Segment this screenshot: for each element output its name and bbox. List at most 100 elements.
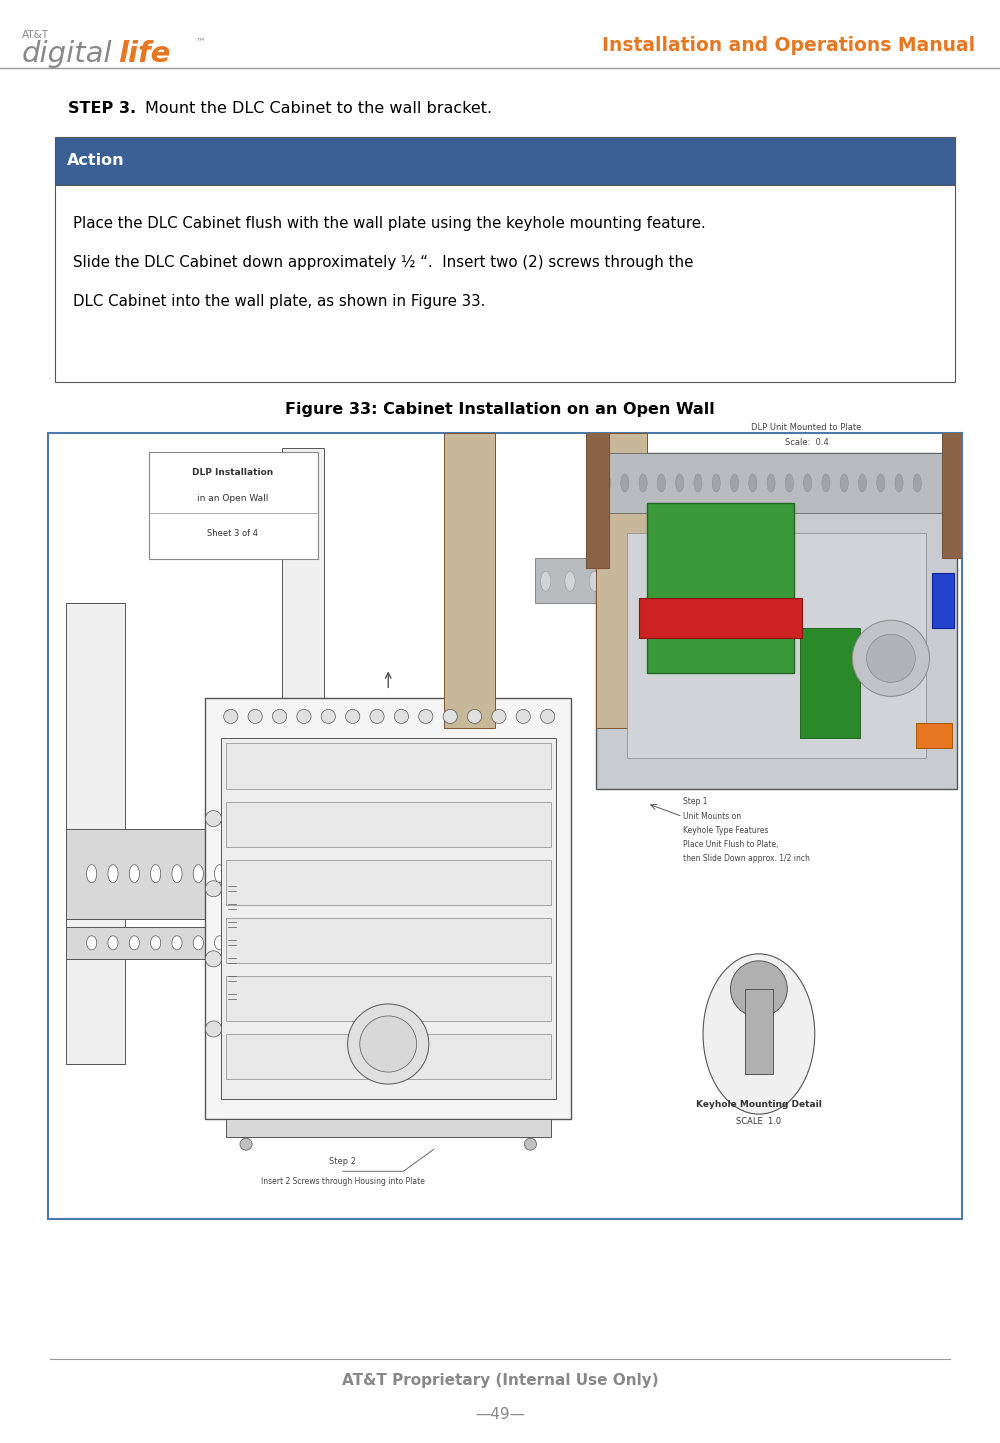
Text: Keyhole Type Features: Keyhole Type Features xyxy=(683,827,768,835)
FancyBboxPatch shape xyxy=(444,447,487,698)
FancyBboxPatch shape xyxy=(48,433,962,1219)
Circle shape xyxy=(524,1139,536,1150)
Ellipse shape xyxy=(87,864,97,883)
FancyBboxPatch shape xyxy=(627,532,926,759)
FancyBboxPatch shape xyxy=(596,433,647,729)
Ellipse shape xyxy=(736,571,746,592)
FancyBboxPatch shape xyxy=(226,801,551,847)
Text: in an Open Wall: in an Open Wall xyxy=(197,494,269,502)
Ellipse shape xyxy=(87,937,97,949)
Circle shape xyxy=(419,710,433,723)
Text: Slide the DLC Cabinet down approximately ½ “.  Insert two (2) screws through the: Slide the DLC Cabinet down approximately… xyxy=(73,255,693,270)
Text: AT&T: AT&T xyxy=(22,30,49,40)
Circle shape xyxy=(492,710,506,723)
Text: Unit Mounts on: Unit Mounts on xyxy=(683,812,741,821)
Text: Place Unit Flush to Plate,: Place Unit Flush to Plate, xyxy=(683,840,778,848)
Ellipse shape xyxy=(877,473,885,492)
FancyBboxPatch shape xyxy=(596,453,957,788)
Ellipse shape xyxy=(621,473,629,492)
Ellipse shape xyxy=(602,473,611,492)
Text: DLC Cabinet into the wall plate, as shown in Figure 33.: DLC Cabinet into the wall plate, as show… xyxy=(73,294,485,309)
Circle shape xyxy=(321,710,335,723)
FancyBboxPatch shape xyxy=(916,723,952,749)
Ellipse shape xyxy=(767,473,775,492)
Ellipse shape xyxy=(858,473,867,492)
FancyBboxPatch shape xyxy=(55,185,955,382)
Ellipse shape xyxy=(785,473,793,492)
Circle shape xyxy=(467,710,482,723)
FancyBboxPatch shape xyxy=(66,603,125,1063)
Ellipse shape xyxy=(657,473,665,492)
Ellipse shape xyxy=(108,937,118,949)
Circle shape xyxy=(370,710,384,723)
Ellipse shape xyxy=(676,473,684,492)
Ellipse shape xyxy=(129,937,139,949)
Ellipse shape xyxy=(639,473,647,492)
Ellipse shape xyxy=(712,473,720,492)
Circle shape xyxy=(443,710,457,723)
Text: STEP 3.: STEP 3. xyxy=(68,101,136,115)
FancyBboxPatch shape xyxy=(647,504,794,674)
FancyBboxPatch shape xyxy=(444,433,495,729)
Ellipse shape xyxy=(151,864,161,883)
Ellipse shape xyxy=(784,571,794,592)
Ellipse shape xyxy=(760,571,770,592)
Circle shape xyxy=(248,710,262,723)
Ellipse shape xyxy=(614,571,624,592)
Ellipse shape xyxy=(840,473,848,492)
Circle shape xyxy=(205,880,222,896)
Circle shape xyxy=(516,710,530,723)
FancyBboxPatch shape xyxy=(800,628,860,739)
Ellipse shape xyxy=(895,473,903,492)
Circle shape xyxy=(348,1004,429,1084)
Ellipse shape xyxy=(913,473,921,492)
Text: Step 2: Step 2 xyxy=(329,1157,356,1166)
Text: Scale:  0.4: Scale: 0.4 xyxy=(785,439,828,447)
Circle shape xyxy=(346,710,360,723)
Circle shape xyxy=(360,1016,417,1072)
FancyBboxPatch shape xyxy=(226,918,551,962)
Ellipse shape xyxy=(565,571,575,592)
Circle shape xyxy=(730,961,787,1017)
Ellipse shape xyxy=(809,571,819,592)
Circle shape xyxy=(224,710,238,723)
FancyBboxPatch shape xyxy=(226,1035,551,1079)
Ellipse shape xyxy=(108,864,118,883)
Text: Mount the DLC Cabinet to the wall bracket.: Mount the DLC Cabinet to the wall bracke… xyxy=(145,101,492,115)
Circle shape xyxy=(541,710,555,723)
Circle shape xyxy=(205,951,222,967)
Text: then Slide Down approx. 1/2 inch: then Slide Down approx. 1/2 inch xyxy=(683,854,810,863)
FancyBboxPatch shape xyxy=(149,453,318,558)
Text: Sheet 3 of 4: Sheet 3 of 4 xyxy=(207,528,258,538)
FancyBboxPatch shape xyxy=(226,743,551,788)
Ellipse shape xyxy=(172,937,182,949)
Text: ™: ™ xyxy=(196,36,206,46)
Ellipse shape xyxy=(236,937,246,949)
FancyBboxPatch shape xyxy=(205,698,571,1120)
Ellipse shape xyxy=(703,954,815,1114)
FancyBboxPatch shape xyxy=(745,988,773,1074)
Text: —49—: —49— xyxy=(475,1407,525,1421)
Ellipse shape xyxy=(589,571,599,592)
Text: Step 1: Step 1 xyxy=(683,797,707,807)
Ellipse shape xyxy=(804,473,812,492)
FancyBboxPatch shape xyxy=(639,599,802,638)
Ellipse shape xyxy=(129,864,139,883)
FancyBboxPatch shape xyxy=(66,926,269,958)
Ellipse shape xyxy=(193,937,203,949)
Ellipse shape xyxy=(662,571,673,592)
FancyBboxPatch shape xyxy=(226,860,551,905)
Text: Figure 33: Cabinet Installation on an Open Wall: Figure 33: Cabinet Installation on an Op… xyxy=(285,403,715,417)
Ellipse shape xyxy=(172,864,182,883)
Text: Action: Action xyxy=(67,153,125,169)
Text: DLP Installation: DLP Installation xyxy=(192,469,273,478)
FancyBboxPatch shape xyxy=(226,975,551,1022)
Circle shape xyxy=(205,811,222,827)
Text: Keyhole Mounting Detail: Keyhole Mounting Detail xyxy=(696,1100,822,1108)
FancyBboxPatch shape xyxy=(221,739,556,1100)
Text: life: life xyxy=(118,40,170,68)
Ellipse shape xyxy=(833,571,843,592)
Circle shape xyxy=(272,710,287,723)
Ellipse shape xyxy=(730,473,739,492)
Ellipse shape xyxy=(822,473,830,492)
